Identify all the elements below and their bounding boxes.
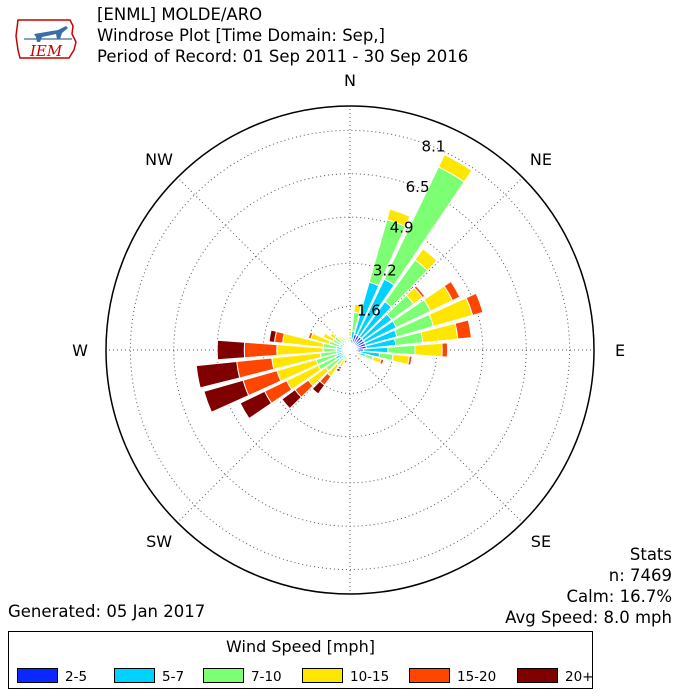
windrose-chart: 1.63.24.96.58.1NNEESESSWWNW xyxy=(72,71,625,595)
legend-label: 15-20 xyxy=(457,669,497,685)
legend-swatch xyxy=(114,668,155,683)
windrose-bar xyxy=(414,248,438,272)
iem-logo-icon: IEM xyxy=(15,19,77,60)
legend-label: 10-15 xyxy=(350,669,390,685)
stats-panel: Stats n: 7469 Calm: 16.7% Avg Speed: 8.0… xyxy=(505,544,672,628)
direction-label: NE xyxy=(530,150,552,169)
windrose-bar xyxy=(386,208,411,228)
grid-spoke xyxy=(177,177,351,351)
windrose-bar xyxy=(203,379,250,413)
windrose-bar xyxy=(441,342,449,358)
windrose-bar xyxy=(413,285,426,299)
windrose-bar xyxy=(341,337,346,342)
windrose-bar xyxy=(216,339,246,361)
legend-title: Wind Speed [mph] xyxy=(226,637,375,656)
legend-items: 2-5 5-7 7-10 10-15 15-20 20+ xyxy=(17,668,594,685)
ring-label: 6.5 xyxy=(406,178,430,196)
direction-label: SW xyxy=(146,532,172,551)
ring-label: 1.6 xyxy=(357,302,381,320)
direction-label: SE xyxy=(531,532,551,551)
legend-label: 20+ xyxy=(565,669,594,685)
windrose-bars xyxy=(195,154,484,420)
windrose-bar xyxy=(195,360,241,389)
direction-label: W xyxy=(72,341,88,360)
direction-label: NW xyxy=(145,150,173,169)
windrose-bar xyxy=(437,154,473,183)
windrose-bar xyxy=(307,331,314,340)
windrose-bar xyxy=(243,341,278,359)
period-of-record: Period of Record: 01 Sep 2011 - 30 Sep 2… xyxy=(97,47,469,66)
legend-swatch xyxy=(302,668,343,683)
ring-label: 3.2 xyxy=(373,261,397,279)
legend-swatch xyxy=(203,668,244,683)
legend-swatch xyxy=(517,668,558,683)
direction-label: E xyxy=(615,341,625,360)
windrose-bar xyxy=(329,332,338,340)
outer-ring xyxy=(105,105,595,595)
stats-title: Stats xyxy=(629,545,672,564)
legend-label: 7-10 xyxy=(251,669,282,685)
windrose-bar xyxy=(358,354,363,359)
grid-spoke xyxy=(177,349,351,523)
grid-spoke xyxy=(349,349,523,523)
windrose-bar xyxy=(379,358,385,366)
stats-calm: Calm: 16.7% xyxy=(566,587,672,606)
windrose-bar xyxy=(335,367,342,373)
ring-label: 8.1 xyxy=(422,138,446,156)
windrose-bar xyxy=(353,303,362,314)
polar-labels: 1.63.24.96.58.1NNEESESSWWNW xyxy=(72,71,625,551)
windrose-bar xyxy=(346,335,350,341)
windrose-bar xyxy=(414,342,443,358)
generated-date: Generated: 05 Jan 2017 xyxy=(8,602,206,621)
legend-label: 2-5 xyxy=(65,669,88,685)
station-title: [ENML] MOLDE/ARO xyxy=(97,5,263,24)
legend: Wind Speed [mph] 2-5 5-7 7-10 10-15 15-2… xyxy=(8,631,594,689)
stats-avg-speed: Avg Speed: 8.0 mph xyxy=(505,608,672,627)
stats-count: n: 7469 xyxy=(608,566,672,585)
legend-label: 5-7 xyxy=(162,669,185,685)
direction-label: N xyxy=(344,71,356,90)
chart-header: [ENML] MOLDE/ARO Windrose Plot [Time Dom… xyxy=(97,4,468,67)
windrose-bar xyxy=(454,319,472,340)
windrose-bar xyxy=(391,353,410,366)
plot-title: Windrose Plot [Time Domain: Sep,] xyxy=(97,26,385,45)
windrose-bar xyxy=(322,332,335,343)
grid-ring xyxy=(129,129,571,571)
legend-swatch xyxy=(409,668,450,683)
windrose-bar xyxy=(337,336,343,341)
windrose-bar xyxy=(239,390,273,420)
windrose-bar xyxy=(465,292,484,316)
ring-label: 4.9 xyxy=(390,218,414,236)
windrose-bar xyxy=(311,380,326,395)
logo-text: IEM xyxy=(29,42,63,60)
legend-swatch xyxy=(17,668,58,683)
windrose-bar xyxy=(348,330,352,338)
windrose-bar xyxy=(281,388,303,410)
windrose-bar xyxy=(407,355,413,366)
windrose-bar xyxy=(387,344,416,356)
windrose-bar xyxy=(443,280,461,302)
windrose-bar xyxy=(268,329,278,343)
grid-spoke xyxy=(349,177,523,351)
